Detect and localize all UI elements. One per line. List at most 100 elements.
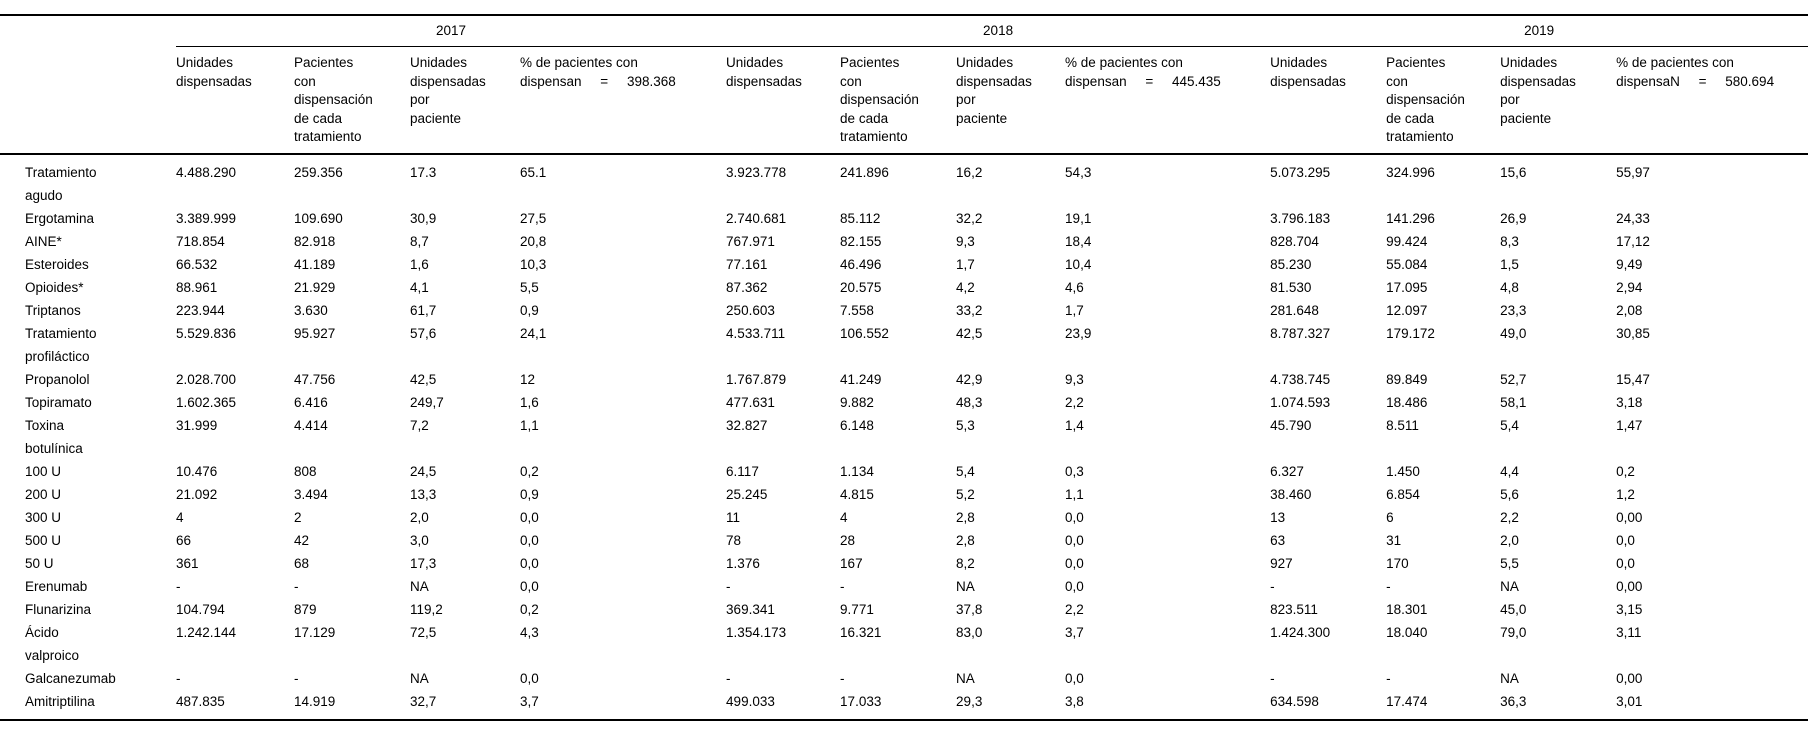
cell: 5,3 <box>956 417 975 433</box>
table-row: Topiramato 1.602.365 6.416 249,7 1,6 477… <box>0 391 1808 414</box>
cell: 2,2 <box>1065 394 1084 410</box>
col-header-pct-pacientes-2017: % de pacientes con dispensan = 398.368 <box>520 46 727 155</box>
cell: 42 <box>294 532 310 548</box>
table-body: Tratamiento agudo 4.488.290 259.356 17.3… <box>0 154 1808 720</box>
year-header-2019: 2019 <box>1270 15 1808 47</box>
cell: 18.040 <box>1386 624 1428 640</box>
cell: 1.602.365 <box>176 394 237 410</box>
cell: 2,0 <box>410 509 429 525</box>
cell: 6.148 <box>840 417 874 433</box>
cell: 499.033 <box>726 693 775 709</box>
cell: 55.084 <box>1386 256 1428 272</box>
cell: 2,8 <box>956 532 975 548</box>
cell: 82.155 <box>840 233 882 249</box>
row-label: Tratamiento profiláctico <box>25 325 97 364</box>
cell: 477.631 <box>726 394 775 410</box>
cell: 54,3 <box>1065 164 1092 180</box>
treatment-column-header <box>0 46 176 155</box>
cell: 879 <box>294 601 317 617</box>
table-row: Tratamiento agudo 4.488.290 259.356 17.3… <box>0 154 1808 207</box>
cell: 250.603 <box>726 302 775 318</box>
cell: 3.389.999 <box>176 210 237 226</box>
cell: 26,9 <box>1500 210 1527 226</box>
cell: 17.033 <box>840 693 882 709</box>
cell: 6 <box>1386 509 1394 525</box>
cell: 1.134 <box>840 463 874 479</box>
cell: 6.416 <box>294 394 328 410</box>
cell: 3,01 <box>1616 693 1643 709</box>
cell: 18.301 <box>1386 601 1428 617</box>
cell: 8,7 <box>410 233 429 249</box>
row-label: Opioides* <box>25 279 84 295</box>
cell: 15,47 <box>1616 371 1650 387</box>
cell: 14.919 <box>294 693 336 709</box>
cell: 58,1 <box>1500 394 1527 410</box>
cell: 3,7 <box>520 693 539 709</box>
cell: 5,5 <box>1500 555 1519 571</box>
cell: 48,3 <box>956 394 983 410</box>
cell: 6.117 <box>726 463 759 479</box>
cell: 30,85 <box>1616 325 1650 341</box>
table-row: Esteroides 66.532 41.189 1,6 10,3 77.161… <box>0 253 1808 276</box>
cell: 281.648 <box>1270 302 1319 318</box>
cell: 85.230 <box>1270 256 1312 272</box>
col-header-unidades-por-paciente-2019: Unidades dispensadas por paciente <box>1500 46 1617 155</box>
cell: 28 <box>840 532 856 548</box>
cell: 99.424 <box>1386 233 1428 249</box>
cell: 2 <box>294 509 302 525</box>
cell: 18,4 <box>1065 233 1092 249</box>
cell: 2,8 <box>956 509 975 525</box>
cell: 3.630 <box>294 302 328 318</box>
table-row: 500 U 66 42 3,0 0,0 78 28 2,8 0,0 63 31 … <box>0 529 1808 552</box>
cell: 63 <box>1270 532 1286 548</box>
cell: 223.944 <box>176 302 225 318</box>
cell: 4.815 <box>840 486 874 502</box>
cell: 0,0 <box>520 578 539 594</box>
cell: 1.424.300 <box>1270 624 1331 640</box>
cell: 4.738.745 <box>1270 371 1331 387</box>
table-row: Propanolol 2.028.700 47.756 42,5 12 1.76… <box>0 368 1808 391</box>
cell: 0,0 <box>520 509 539 525</box>
cell: 16,2 <box>956 164 983 180</box>
cell: 29,3 <box>956 693 983 709</box>
cell: 33,2 <box>956 302 983 318</box>
cell: 0,9 <box>520 302 539 318</box>
table-row: 300 U 4 2 2,0 0,0 11 4 2,8 0,0 13 6 2,2 … <box>0 506 1808 529</box>
cell: 10.476 <box>176 463 218 479</box>
row-label: 300 U <box>25 509 62 525</box>
cell: 3,11 <box>1616 624 1642 640</box>
cell: 3.923.778 <box>726 164 787 180</box>
table-row: Ergotamina 3.389.999 109.690 30,9 27,5 2… <box>0 207 1808 230</box>
cell: 1.450 <box>1386 463 1420 479</box>
cell: 82.918 <box>294 233 336 249</box>
col-header-pct-pacientes-2018: % de pacientes con dispensan = 445.435 <box>1065 46 1271 155</box>
cell: 17.474 <box>1386 693 1428 709</box>
cell: 2.740.681 <box>726 210 787 226</box>
cell: 24,5 <box>410 463 437 479</box>
table-row: 50 U 361 68 17,3 0,0 1.376 167 8,2 0,0 9… <box>0 552 1808 575</box>
cell: 4,3 <box>520 624 539 640</box>
cell: 5,2 <box>956 486 975 502</box>
cell: NA <box>1500 670 1519 686</box>
col-header-unidades-por-paciente-2017: Unidades dispensadas por paciente <box>410 46 520 155</box>
cell: 487.835 <box>176 693 225 709</box>
cell: 0,0 <box>1616 532 1635 548</box>
cell: 9,49 <box>1616 256 1643 272</box>
cell: 9,3 <box>956 233 975 249</box>
cell: - <box>176 670 181 686</box>
table-row: Tratamiento profiláctico 5.529.836 95.92… <box>0 322 1808 368</box>
cell: 767.971 <box>726 233 775 249</box>
cell: 718.854 <box>176 233 225 249</box>
cell: 5,5 <box>520 279 539 295</box>
cell: 8.787.327 <box>1270 325 1331 341</box>
cell: - <box>840 578 845 594</box>
cell: 808 <box>294 463 317 479</box>
cell: 0,2 <box>520 601 539 617</box>
table-row: Toxina botulínica 31.999 4.414 7,2 1,1 3… <box>0 414 1808 460</box>
cell: 46.496 <box>840 256 882 272</box>
cell: 324.996 <box>1386 164 1435 180</box>
cell: 0,0 <box>520 555 539 571</box>
cell: 179.172 <box>1386 325 1435 341</box>
cell: 828.704 <box>1270 233 1319 249</box>
cell: 4 <box>840 509 848 525</box>
